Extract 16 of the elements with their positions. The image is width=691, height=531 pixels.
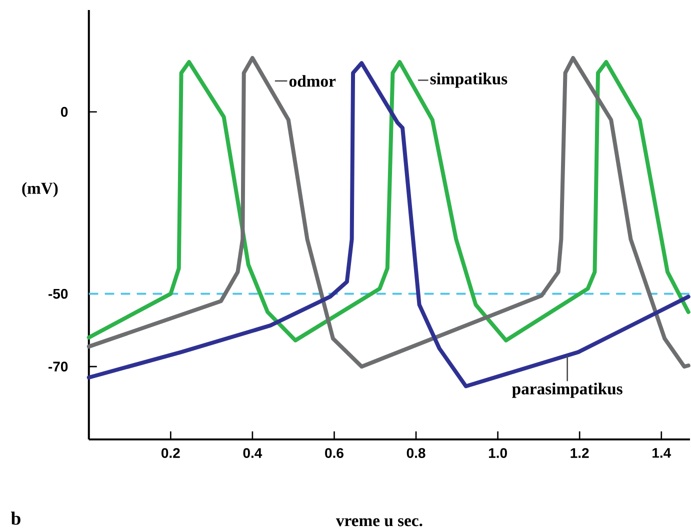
x-tick-label: 0.4: [243, 448, 262, 458]
x-tick-label: 0.2: [161, 448, 180, 458]
x-tick-label: 1.0: [488, 448, 507, 458]
y-tick-label: 0: [60, 107, 68, 117]
text: b: [11, 512, 20, 525]
series-label: parasimpatikus: [512, 382, 622, 398]
series-label: odmor: [289, 75, 336, 87]
x-axis-title: vreme u sec.: [336, 518, 422, 526]
series-label: simpatikus: [430, 72, 508, 88]
x-tick-label: 0.8: [406, 448, 426, 458]
x-tick-label: 0.6: [325, 448, 344, 458]
y-tick-label: -50: [48, 288, 68, 299]
y-tick-label: -70: [48, 362, 68, 372]
x-tick-label: 1.2: [570, 448, 589, 458]
x-tick-label: 1.4: [652, 448, 672, 458]
y-axis-title: (mV): [22, 182, 58, 198]
